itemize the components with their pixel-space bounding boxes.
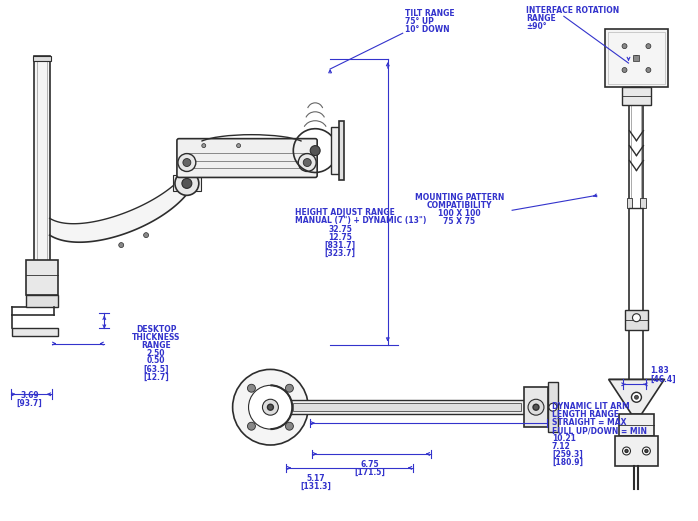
Circle shape bbox=[232, 369, 309, 445]
Text: [63.5]: [63.5] bbox=[143, 365, 169, 374]
Circle shape bbox=[175, 171, 199, 195]
Text: 32.75: 32.75 bbox=[328, 225, 352, 234]
Circle shape bbox=[642, 447, 651, 455]
Bar bbox=[627, 199, 632, 208]
Circle shape bbox=[285, 384, 293, 392]
Bar bbox=[33, 56, 50, 61]
Text: 3.69: 3.69 bbox=[20, 391, 39, 400]
Circle shape bbox=[549, 403, 557, 411]
Circle shape bbox=[622, 44, 627, 48]
Bar bbox=[288, 400, 526, 414]
Bar bbox=[293, 403, 521, 411]
Bar bbox=[604, 29, 668, 87]
Circle shape bbox=[645, 450, 648, 452]
Circle shape bbox=[646, 44, 651, 48]
Circle shape bbox=[285, 422, 293, 430]
Text: COMPATIBILITY: COMPATIBILITY bbox=[426, 201, 492, 210]
Bar bbox=[524, 387, 548, 427]
Text: STRAIGHT = MAX: STRAIGHT = MAX bbox=[552, 418, 626, 427]
Text: [259.3]: [259.3] bbox=[552, 450, 583, 459]
Circle shape bbox=[528, 399, 544, 415]
Circle shape bbox=[248, 422, 255, 430]
Polygon shape bbox=[609, 379, 664, 414]
Text: 7.12: 7.12 bbox=[552, 442, 571, 451]
Text: [323.7]: [323.7] bbox=[325, 249, 355, 258]
Circle shape bbox=[183, 158, 191, 167]
Bar bbox=[614, 436, 658, 466]
Circle shape bbox=[178, 154, 196, 171]
Circle shape bbox=[310, 145, 320, 156]
Text: 100 X 100: 100 X 100 bbox=[438, 209, 481, 218]
Circle shape bbox=[634, 56, 639, 60]
Circle shape bbox=[622, 68, 627, 72]
Text: THICKNESS: THICKNESS bbox=[132, 332, 180, 342]
Circle shape bbox=[182, 178, 192, 189]
Bar bbox=[12, 328, 57, 336]
Text: FULL UP/DOWN = MIN: FULL UP/DOWN = MIN bbox=[552, 426, 647, 435]
Bar bbox=[26, 260, 57, 295]
Bar bbox=[630, 87, 642, 99]
Text: RANGE: RANGE bbox=[141, 341, 171, 350]
Text: 6.75: 6.75 bbox=[361, 460, 379, 469]
Circle shape bbox=[303, 158, 311, 167]
Bar bbox=[173, 176, 201, 191]
Text: [831.7]: [831.7] bbox=[325, 241, 355, 250]
Circle shape bbox=[634, 395, 639, 399]
Text: MOUNTING PATTERN: MOUNTING PATTERN bbox=[415, 193, 504, 202]
Circle shape bbox=[646, 68, 651, 72]
Text: [171.5]: [171.5] bbox=[355, 468, 385, 477]
Text: [12.7]: [12.7] bbox=[143, 373, 169, 381]
FancyBboxPatch shape bbox=[177, 139, 317, 178]
Circle shape bbox=[623, 447, 630, 455]
Text: [46.4]: [46.4] bbox=[651, 375, 676, 383]
Text: DYNAMIC LIT ARM: DYNAMIC LIT ARM bbox=[552, 402, 630, 411]
Text: 1.83: 1.83 bbox=[651, 366, 669, 376]
Circle shape bbox=[262, 399, 279, 415]
Text: 12.75: 12.75 bbox=[328, 233, 352, 242]
Text: DESKTOP: DESKTOP bbox=[136, 325, 177, 333]
Text: ±90°: ±90° bbox=[526, 22, 547, 31]
Text: 10° DOWN: 10° DOWN bbox=[405, 25, 450, 34]
Bar bbox=[618, 414, 654, 436]
Text: TILT RANGE: TILT RANGE bbox=[405, 9, 454, 18]
Circle shape bbox=[267, 404, 274, 410]
Text: 0.50: 0.50 bbox=[147, 356, 165, 366]
Text: INTERFACE ROTATION: INTERFACE ROTATION bbox=[526, 6, 619, 15]
Bar bbox=[339, 121, 344, 180]
Circle shape bbox=[202, 144, 206, 147]
Bar bbox=[34, 56, 50, 295]
Text: MANUAL (7") + DYNAMIC (13"): MANUAL (7") + DYNAMIC (13") bbox=[295, 216, 426, 225]
Circle shape bbox=[625, 450, 628, 452]
Text: LENGTH RANGE: LENGTH RANGE bbox=[552, 410, 619, 419]
Circle shape bbox=[248, 386, 292, 429]
Bar bbox=[625, 310, 648, 330]
Polygon shape bbox=[50, 180, 186, 242]
Text: 2.50: 2.50 bbox=[147, 349, 165, 357]
Text: 5.17: 5.17 bbox=[307, 474, 325, 483]
Text: RANGE: RANGE bbox=[526, 14, 556, 23]
Circle shape bbox=[298, 154, 316, 171]
Text: 75 X 75: 75 X 75 bbox=[443, 217, 475, 226]
Bar bbox=[331, 127, 339, 175]
Text: [93.7]: [93.7] bbox=[17, 399, 43, 408]
Circle shape bbox=[119, 243, 124, 247]
Circle shape bbox=[632, 392, 641, 402]
Circle shape bbox=[632, 314, 641, 321]
Bar bbox=[548, 382, 558, 432]
Circle shape bbox=[533, 404, 539, 410]
Bar bbox=[26, 295, 57, 307]
Text: 75° UP: 75° UP bbox=[405, 17, 433, 26]
Text: [180.9]: [180.9] bbox=[552, 458, 583, 467]
Text: 10.21: 10.21 bbox=[552, 434, 576, 443]
Bar bbox=[621, 87, 651, 105]
Circle shape bbox=[144, 233, 149, 238]
Circle shape bbox=[237, 144, 241, 147]
Bar bbox=[634, 55, 639, 61]
Circle shape bbox=[248, 384, 255, 392]
Bar bbox=[608, 32, 665, 84]
Text: HEIGHT ADJUST RANGE: HEIGHT ADJUST RANGE bbox=[295, 208, 395, 217]
Bar bbox=[641, 199, 646, 208]
Text: [131.3]: [131.3] bbox=[301, 482, 332, 491]
